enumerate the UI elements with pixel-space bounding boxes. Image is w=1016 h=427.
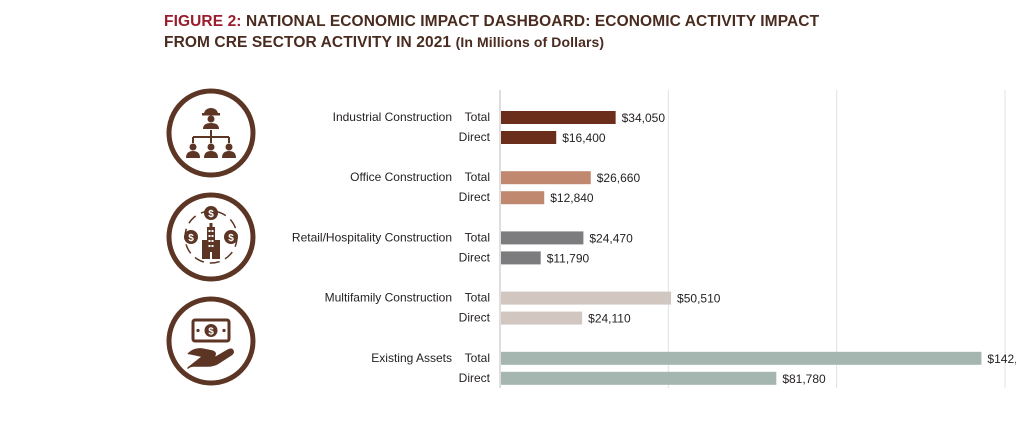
data-label: $81,780 bbox=[782, 372, 826, 386]
bar-group: Retail/Hospitality Construction Total $24,… bbox=[292, 230, 633, 265]
level-label: Direct bbox=[459, 130, 491, 144]
data-label: $11,790 bbox=[547, 251, 590, 265]
bar bbox=[501, 111, 616, 124]
figure-label: FIGURE 2: bbox=[164, 13, 242, 30]
level-label: Total bbox=[465, 170, 490, 184]
chart-title-line1: FIGURE 2: NATIONAL ECONOMIC IMPACT DASHB… bbox=[164, 11, 864, 32]
data-label: $50,510 bbox=[677, 292, 721, 306]
chart-title: FIGURE 2: NATIONAL ECONOMIC IMPACT DASHB… bbox=[164, 11, 864, 53]
svg-text:$: $ bbox=[208, 327, 214, 338]
bar bbox=[501, 311, 583, 325]
category-label: Multifamily Construction bbox=[325, 291, 452, 305]
chart-title-line2: FROM CRE SECTOR ACTIVITY IN 2021 (In Mil… bbox=[164, 32, 864, 53]
gridlines bbox=[499, 90, 1006, 388]
category-label: Industrial Construction bbox=[333, 110, 452, 124]
data-label: $12,840 bbox=[550, 191, 594, 205]
level-label: Total bbox=[465, 351, 490, 365]
bar-group: Office Construction Total $26,660 Direct $12… bbox=[350, 170, 640, 205]
level-label: Total bbox=[465, 291, 490, 305]
level-label: Direct bbox=[459, 371, 491, 385]
level-label: Direct bbox=[459, 311, 491, 325]
category-label: Office Construction bbox=[350, 170, 452, 184]
money-building-icon: $ $ $ bbox=[166, 192, 256, 282]
title-units: (In Millions of Dollars) bbox=[455, 34, 605, 50]
category-label: Existing Assets bbox=[371, 351, 452, 365]
data-label: $142,700 bbox=[987, 352, 1016, 366]
data-label: $24,470 bbox=[589, 231, 633, 245]
bar-group: Multifamily Construction Total $50,510 Dire… bbox=[325, 291, 721, 326]
svg-text:$: $ bbox=[208, 209, 214, 220]
svg-text:$: $ bbox=[188, 233, 194, 244]
bar bbox=[501, 251, 541, 265]
organization-people-icon bbox=[166, 88, 256, 178]
bar bbox=[501, 351, 982, 365]
level-label: Direct bbox=[459, 250, 491, 264]
data-label: $26,660 bbox=[597, 171, 641, 185]
data-label: $34,050 bbox=[622, 111, 666, 125]
level-label: Direct bbox=[459, 190, 491, 204]
money-hand-icon: $ bbox=[166, 296, 256, 386]
bar-group: Existing Assets Total $142,700 Direct $81,78… bbox=[371, 351, 1016, 386]
bar bbox=[501, 131, 557, 144]
data-label: $24,110 bbox=[588, 312, 631, 326]
svg-text:$: $ bbox=[228, 233, 234, 244]
level-label: Total bbox=[465, 110, 490, 124]
chart-marks: Industrial Construction Total $34,050 Direc… bbox=[292, 110, 1016, 386]
bar-group: Industrial Construction Total $34,050 Direc… bbox=[333, 110, 666, 145]
level-label: Total bbox=[465, 230, 490, 244]
bar bbox=[501, 371, 777, 385]
title-line1-text: NATIONAL ECONOMIC IMPACT DASHBOARD: ECON… bbox=[245, 13, 820, 30]
bar bbox=[501, 171, 591, 185]
title-line2-text: FROM CRE SECTOR ACTIVITY IN 2021 bbox=[164, 34, 452, 51]
bar bbox=[501, 191, 545, 205]
bar bbox=[501, 231, 584, 245]
category-label: Retail/Hospitality Construction bbox=[292, 230, 452, 244]
bar bbox=[501, 291, 672, 305]
data-label: $16,400 bbox=[562, 131, 606, 145]
